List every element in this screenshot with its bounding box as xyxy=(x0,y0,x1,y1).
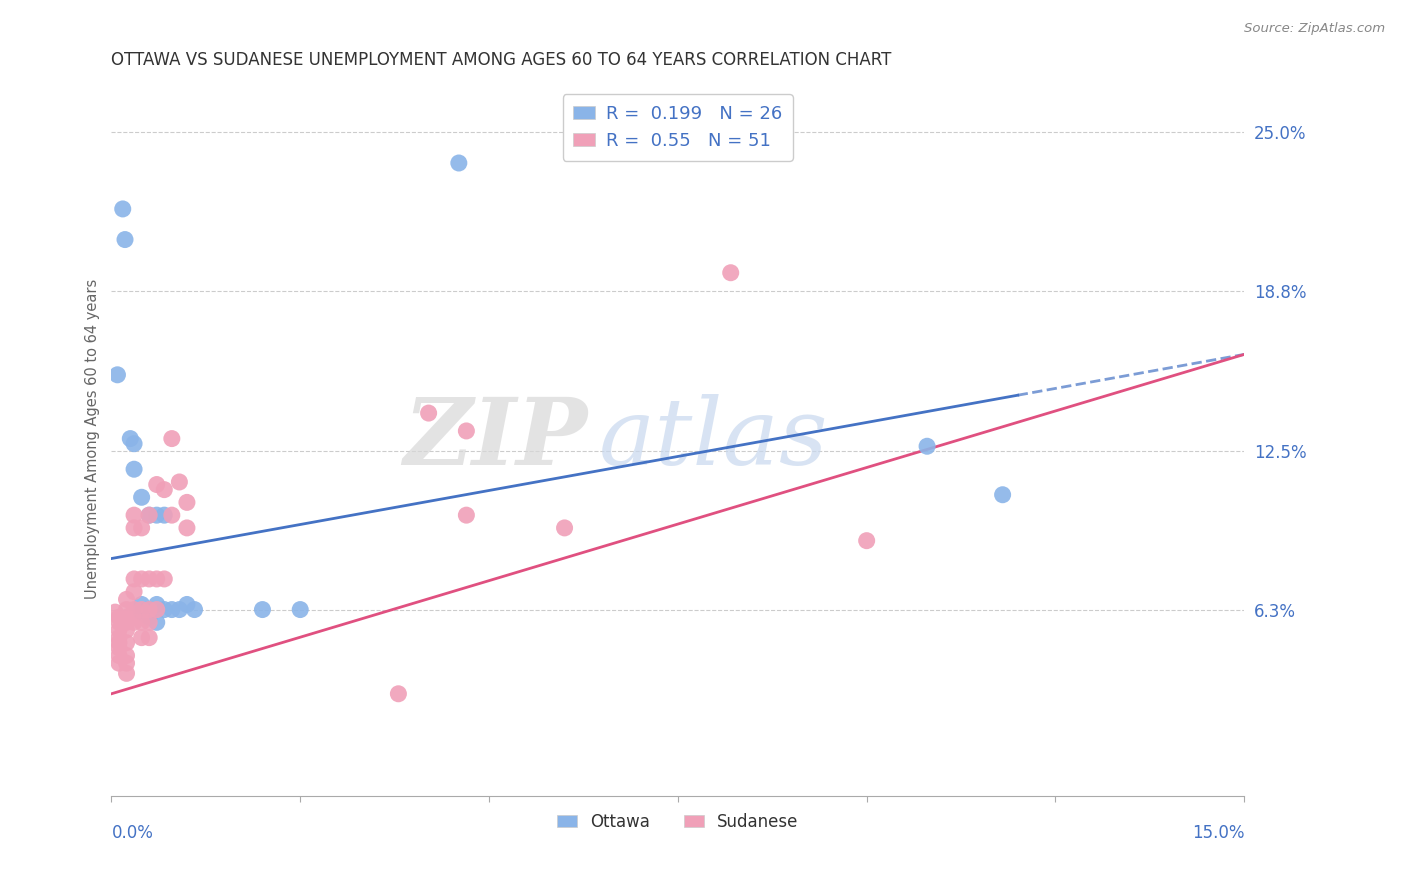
Point xyxy=(108,610,131,624)
Point xyxy=(176,495,198,509)
Point xyxy=(138,572,160,586)
Point xyxy=(131,521,153,535)
Point xyxy=(115,648,138,663)
Text: atlas: atlas xyxy=(599,393,828,483)
Point xyxy=(131,602,153,616)
Point xyxy=(122,462,145,476)
Point xyxy=(855,533,877,548)
Point xyxy=(114,233,136,247)
Point xyxy=(456,424,478,438)
Point xyxy=(108,615,131,630)
Point xyxy=(169,475,191,489)
Point xyxy=(115,615,138,630)
Point xyxy=(131,572,153,586)
Point xyxy=(122,615,145,630)
Point xyxy=(122,508,145,523)
Point xyxy=(138,508,160,523)
Point xyxy=(176,521,198,535)
Point xyxy=(131,605,153,619)
Point xyxy=(115,666,138,681)
Legend: Ottawa, Sudanese: Ottawa, Sudanese xyxy=(551,806,806,838)
Point xyxy=(115,623,138,637)
Point xyxy=(145,598,167,612)
Point xyxy=(145,508,167,523)
Point xyxy=(108,648,131,663)
Point xyxy=(122,584,145,599)
Point xyxy=(176,598,198,612)
Point xyxy=(131,490,153,504)
Point xyxy=(138,631,160,645)
Point xyxy=(418,406,440,420)
Point xyxy=(153,508,176,523)
Text: ZIP: ZIP xyxy=(404,393,588,483)
Point xyxy=(447,156,470,170)
Point xyxy=(138,610,160,624)
Point xyxy=(153,483,176,497)
Text: 0.0%: 0.0% xyxy=(111,824,153,842)
Point xyxy=(145,602,167,616)
Point xyxy=(115,592,138,607)
Point xyxy=(153,572,176,586)
Point xyxy=(122,436,145,450)
Point xyxy=(169,602,191,616)
Text: 15.0%: 15.0% xyxy=(1192,824,1244,842)
Point xyxy=(145,615,167,630)
Point xyxy=(115,656,138,670)
Point xyxy=(108,623,131,637)
Point xyxy=(145,477,167,491)
Point xyxy=(111,202,134,216)
Text: OTTAWA VS SUDANESE UNEMPLOYMENT AMONG AGES 60 TO 64 YEARS CORRELATION CHART: OTTAWA VS SUDANESE UNEMPLOYMENT AMONG AG… xyxy=(111,51,891,69)
Point xyxy=(720,266,742,280)
Point xyxy=(138,602,160,616)
Point xyxy=(160,432,183,446)
Point xyxy=(145,572,167,586)
Point xyxy=(991,488,1014,502)
Point xyxy=(108,636,131,650)
Point xyxy=(131,615,153,630)
Point xyxy=(290,602,312,616)
Point xyxy=(108,640,131,655)
Point xyxy=(387,687,409,701)
Point xyxy=(138,508,160,523)
Point xyxy=(554,521,576,535)
Point xyxy=(160,602,183,616)
Y-axis label: Unemployment Among Ages 60 to 64 years: Unemployment Among Ages 60 to 64 years xyxy=(86,278,100,599)
Text: Source: ZipAtlas.com: Source: ZipAtlas.com xyxy=(1244,22,1385,36)
Point xyxy=(138,602,160,616)
Point xyxy=(160,508,183,523)
Point xyxy=(131,631,153,645)
Point xyxy=(456,508,478,523)
Point xyxy=(122,521,145,535)
Point xyxy=(104,605,127,619)
Point xyxy=(107,368,129,382)
Point xyxy=(115,602,138,616)
Point xyxy=(115,610,138,624)
Point xyxy=(122,602,145,616)
Point xyxy=(183,602,205,616)
Point xyxy=(915,439,938,453)
Point xyxy=(108,631,131,645)
Point xyxy=(153,602,176,616)
Point xyxy=(115,636,138,650)
Point xyxy=(108,656,131,670)
Point xyxy=(120,432,142,446)
Point xyxy=(138,615,160,630)
Point xyxy=(122,572,145,586)
Point xyxy=(131,598,153,612)
Point xyxy=(252,602,274,616)
